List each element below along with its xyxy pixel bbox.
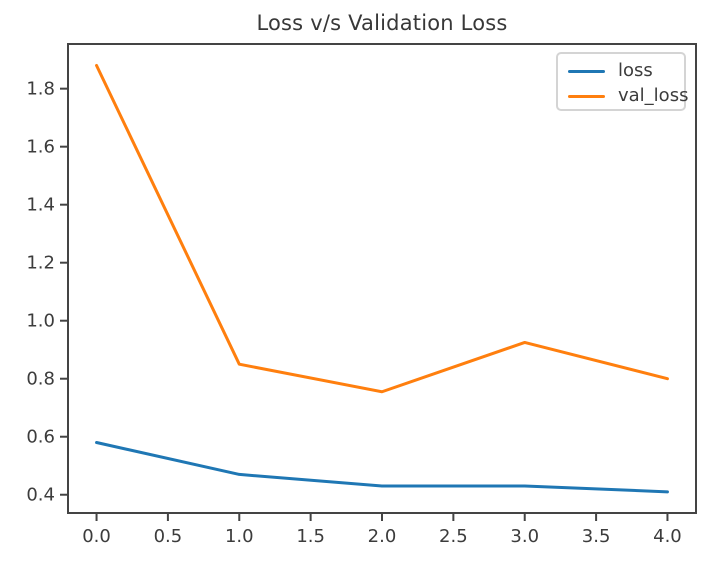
x-tick-label: 1.5 <box>296 526 325 547</box>
legend-entry-loss: loss <box>568 59 684 84</box>
y-tick-label: 0.6 <box>26 427 55 448</box>
y-tick-label: 1.8 <box>26 79 55 100</box>
y-tick-label: 1.0 <box>26 311 55 332</box>
legend-label-val-loss: val_loss <box>618 84 689 106</box>
legend: loss val_loss <box>556 52 688 111</box>
x-tick-label: 3.5 <box>582 526 611 547</box>
legend-swatch-loss <box>568 70 605 73</box>
axes-frame <box>67 43 697 514</box>
y-tick-label: 1.4 <box>26 195 55 216</box>
x-tick-label: 1.0 <box>225 526 254 547</box>
series-line-loss <box>95 441 669 494</box>
series-line-val_loss <box>95 63 669 394</box>
y-tick-label: 0.8 <box>26 369 55 390</box>
legend-entry-val-loss: val_loss <box>568 84 688 109</box>
x-tick-label: 2.5 <box>439 526 468 547</box>
x-tick-label: 3.0 <box>510 526 539 547</box>
y-tick-label: 1.2 <box>26 253 55 274</box>
y-tick-label: 1.6 <box>26 137 55 158</box>
legend-label-loss: loss <box>618 59 653 81</box>
chart-title: Loss v/s Validation Loss <box>256 11 508 35</box>
y-tick-label: 0.4 <box>26 485 55 506</box>
x-tick-label: 4.0 <box>653 526 682 547</box>
x-tick-label: 0.0 <box>82 526 111 547</box>
legend-swatch-val-loss <box>568 95 605 98</box>
x-tick-label: 2.0 <box>368 526 397 547</box>
x-tick-label: 0.5 <box>154 526 183 547</box>
